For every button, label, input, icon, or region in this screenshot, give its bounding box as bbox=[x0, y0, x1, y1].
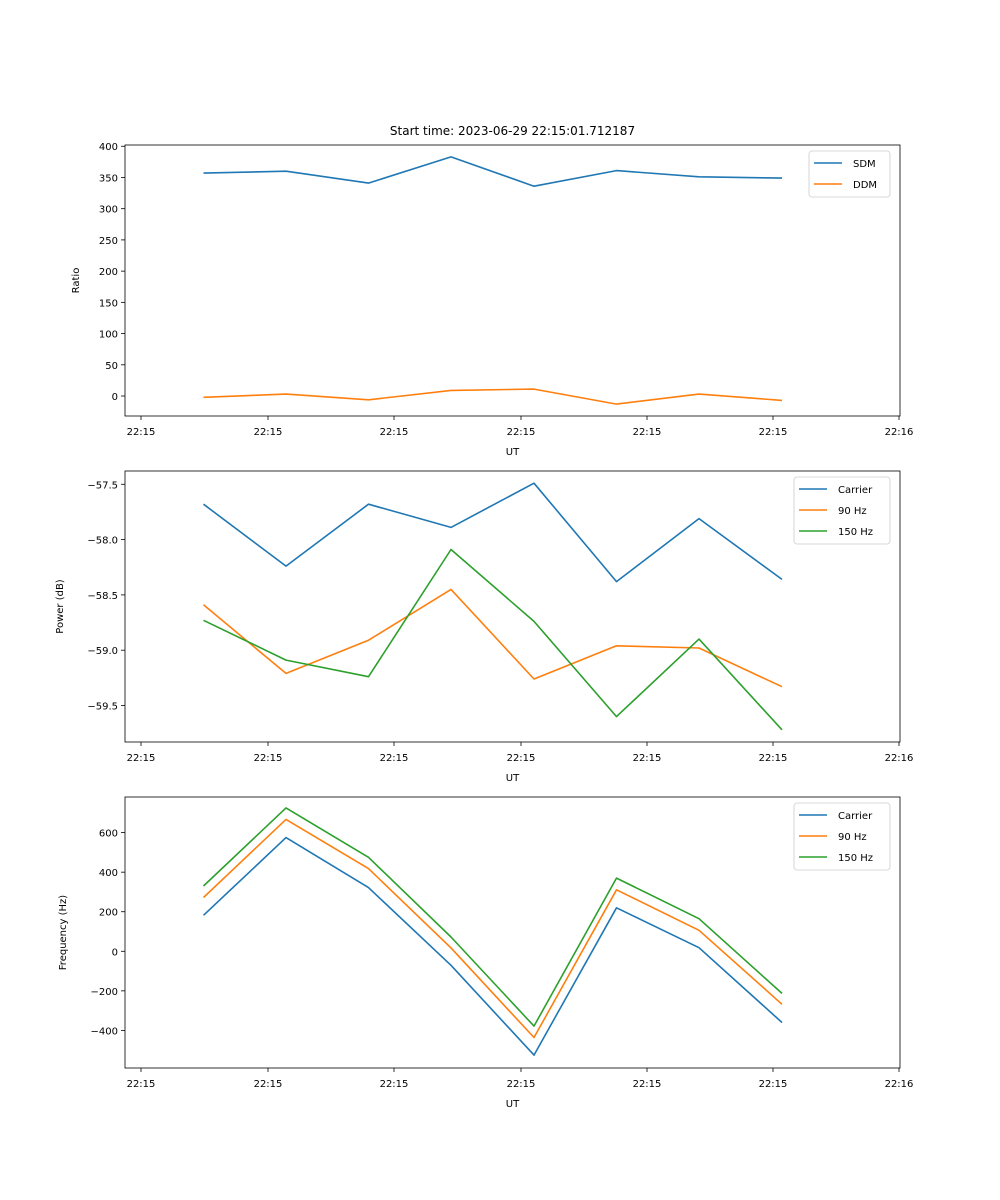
x-tick-label: 22:15 bbox=[254, 427, 283, 438]
legend-label: SDM bbox=[853, 159, 876, 170]
y-tick-label: −57.5 bbox=[87, 480, 118, 491]
y-tick-label: −200 bbox=[91, 987, 118, 998]
series-line-150-hz bbox=[202, 807, 783, 1027]
x-tick-label: 22:15 bbox=[254, 1079, 283, 1090]
legend-label: Carrier bbox=[838, 485, 873, 496]
y-tick-label: 50 bbox=[105, 361, 118, 372]
x-tick-label: 22:15 bbox=[633, 1079, 662, 1090]
series-line-sdm bbox=[203, 156, 783, 187]
y-tick-label: 0 bbox=[112, 392, 118, 403]
panels-container: 22:15 22:15 22:15 22:15 22:15 22:15 22:16 0 50 10… bbox=[55, 142, 913, 1110]
legend-box bbox=[808, 150, 891, 198]
x-tick-label: 22:15 bbox=[127, 1079, 156, 1090]
y-tick-label: −59.0 bbox=[87, 646, 118, 657]
legend: SDM DDM bbox=[808, 150, 891, 198]
series-line-carrier bbox=[203, 482, 783, 583]
x-tick-label: 22:15 bbox=[127, 753, 156, 764]
legend-box bbox=[793, 476, 891, 545]
x-axis-label: UT bbox=[506, 1099, 520, 1110]
x-tick-label: 22:15 bbox=[633, 753, 662, 764]
legend-label: 90 Hz bbox=[838, 506, 867, 517]
y-tick-label: −400 bbox=[91, 1026, 118, 1037]
legend: Carrier 90 Hz 150 Hz bbox=[793, 476, 891, 545]
y-tick-label: −58.5 bbox=[87, 591, 118, 602]
x-tick-label: 22:15 bbox=[759, 753, 788, 764]
x-tick-label: 22:15 bbox=[254, 753, 283, 764]
axes-frame bbox=[124, 144, 901, 417]
legend-label: 150 Hz bbox=[838, 527, 873, 538]
y-axis-label: Power (dB) bbox=[55, 579, 66, 634]
y-tick-label: 150 bbox=[99, 298, 118, 309]
legend-label: 150 Hz bbox=[838, 853, 873, 864]
y-tick-label: 200 bbox=[99, 908, 118, 919]
series-line-90-hz bbox=[202, 818, 783, 1039]
y-tick-label: 300 bbox=[99, 205, 118, 216]
x-tick-label: 22:15 bbox=[380, 1079, 409, 1090]
y-tick-label: 0 bbox=[112, 947, 118, 958]
axes-frame bbox=[124, 796, 901, 1069]
x-axis-label: UT bbox=[506, 447, 520, 458]
x-tick-label: 22:15 bbox=[507, 427, 536, 438]
x-tick-label: 22:16 bbox=[885, 753, 914, 764]
y-axis-label: Ratio bbox=[71, 268, 82, 294]
y-tick-label: 350 bbox=[99, 173, 118, 184]
x-tick-label: 22:15 bbox=[507, 753, 536, 764]
legend-label: Carrier bbox=[838, 811, 873, 822]
figure-title: Start time: 2023-06-29 22:15:01.712187 bbox=[390, 124, 635, 138]
chart-panel-3: 22:15 22:15 22:15 22:15 22:15 22:15 22:16 −400 −… bbox=[58, 796, 914, 1110]
chart-panel-1: 22:15 22:15 22:15 22:15 22:15 22:15 22:16 0 50 10… bbox=[71, 142, 913, 458]
x-tick-label: 22:15 bbox=[127, 427, 156, 438]
y-tick-label: 600 bbox=[99, 829, 118, 840]
legend-box bbox=[793, 802, 891, 871]
y-tick-label: 400 bbox=[99, 142, 118, 153]
legend: Carrier 90 Hz 150 Hz bbox=[793, 802, 891, 871]
x-tick-label: 22:16 bbox=[885, 1079, 914, 1090]
x-tick-label: 22:15 bbox=[380, 427, 409, 438]
legend-label: DDM bbox=[853, 180, 877, 191]
series-line-ddm bbox=[203, 388, 783, 405]
y-tick-label: 100 bbox=[99, 330, 118, 341]
y-axis-label: Frequency (Hz) bbox=[58, 895, 69, 971]
legend-label: 90 Hz bbox=[838, 832, 867, 843]
x-tick-label: 22:15 bbox=[759, 1079, 788, 1090]
chart-panel-2: 22:15 22:15 22:15 22:15 22:15 22:15 22:16 −59.5… bbox=[55, 470, 914, 784]
x-tick-label: 22:15 bbox=[380, 753, 409, 764]
y-tick-label: 400 bbox=[99, 868, 118, 879]
series-line-carrier bbox=[202, 836, 783, 1056]
axes-frame bbox=[124, 470, 901, 743]
series-line-90-hz bbox=[202, 588, 783, 688]
y-tick-label: −59.5 bbox=[87, 701, 118, 712]
x-tick-label: 22:15 bbox=[633, 427, 662, 438]
x-tick-label: 22:16 bbox=[885, 427, 914, 438]
series-line-150-hz bbox=[203, 548, 783, 731]
y-tick-label: 200 bbox=[99, 267, 118, 278]
y-tick-label: 250 bbox=[99, 236, 118, 247]
x-tick-label: 22:15 bbox=[507, 1079, 536, 1090]
x-tick-label: 22:15 bbox=[759, 427, 788, 438]
y-tick-label: −58.0 bbox=[87, 536, 118, 547]
x-axis-label: UT bbox=[506, 773, 520, 784]
